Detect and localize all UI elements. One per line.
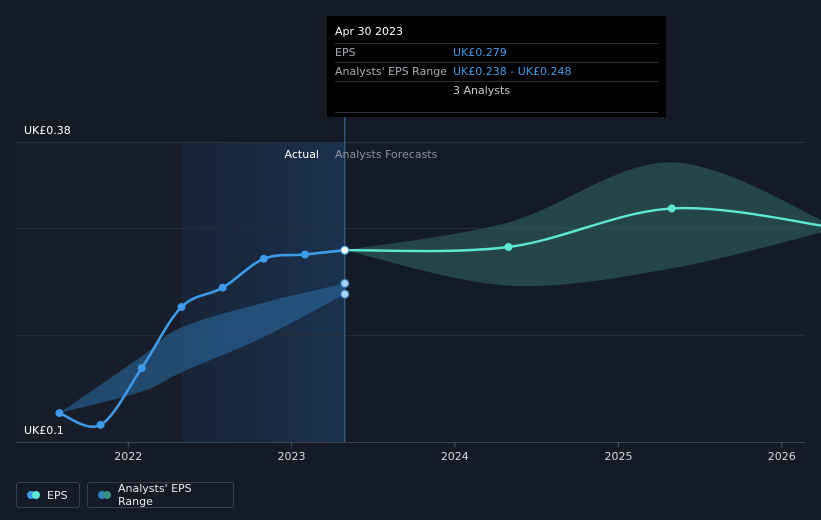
tooltip: Apr 30 2023 EPS UK£0.279 Analysts' EPS R…	[327, 16, 666, 117]
x-tick-label: 2023	[278, 450, 306, 463]
eps-point	[55, 409, 64, 418]
eps-forecast-point	[667, 204, 676, 213]
eps-forecast-point	[504, 243, 513, 251]
tooltip-key: EPS	[335, 46, 356, 59]
x-tick-label: 2024	[441, 450, 469, 463]
tooltip-value: 3 Analysts	[453, 84, 511, 97]
y-axis-bottom-label: UK£0.1	[24, 424, 64, 437]
eps-forecast-line	[344, 206, 821, 253]
x-tick-label: 2026	[768, 450, 796, 463]
forecast-range-band	[344, 162, 821, 287]
tooltip-row-analysts: 3 Analysts	[335, 81, 658, 113]
legend-item-eps-range[interactable]: Analysts' EPS Range	[87, 482, 234, 508]
eps-range-point	[340, 289, 350, 299]
actual-label: Actual	[285, 148, 319, 161]
x-tick-label: 2025	[605, 450, 633, 463]
tooltip-value: UK£0.279	[453, 46, 507, 59]
y-axis-top-label: UK£0.38	[24, 124, 71, 137]
forecast-label: Analysts Forecasts	[335, 148, 438, 161]
eps-point	[177, 303, 186, 311]
legend-swatch-icon	[27, 491, 40, 499]
tooltip-value: UK£0.238 - UK£0.248	[453, 65, 572, 78]
legend-item-eps[interactable]: EPS	[16, 482, 80, 508]
x-tick-label: 2022	[114, 450, 142, 463]
eps-range-point	[340, 278, 350, 289]
tooltip-date: Apr 30 2023	[335, 25, 404, 38]
tooltip-row-eps: EPS UK£0.279	[335, 43, 658, 62]
eps-line	[58, 248, 345, 428]
tooltip-key: Analysts' EPS Range	[335, 65, 448, 78]
eps-point	[340, 245, 350, 255]
legend-swatch-icon	[98, 491, 111, 499]
eps-point	[96, 420, 105, 429]
legend-label: EPS	[47, 488, 68, 502]
legend-label: Analysts' EPS Range	[118, 482, 192, 508]
tooltip-row-range: Analysts' EPS Range UK£0.238 - UK£0.248	[335, 62, 658, 81]
eps-point	[259, 254, 268, 263]
eps-range-band	[59, 283, 345, 414]
eps-point	[300, 250, 309, 259]
eps-point	[137, 364, 146, 373]
eps-point	[218, 283, 227, 292]
